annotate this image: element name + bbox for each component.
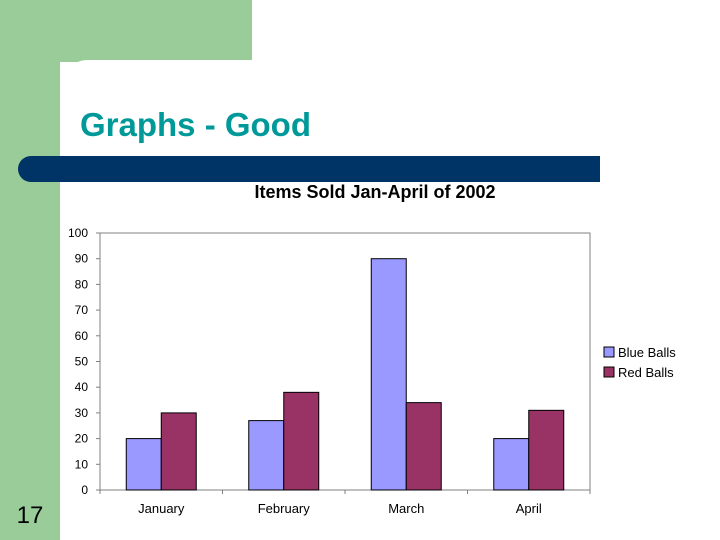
y-tick-label: 100 (68, 226, 88, 240)
x-tick-label: January (138, 501, 185, 516)
legend-label: Red Balls (618, 365, 674, 380)
y-tick-label: 90 (75, 252, 89, 266)
bar-blue-balls-february (248, 420, 285, 491)
y-tick-label: 80 (75, 277, 89, 291)
bar-red-balls-january (160, 412, 197, 491)
legend-swatch (603, 366, 615, 378)
x-tick-label: March (388, 501, 424, 516)
x-tick-label: April (516, 501, 542, 516)
bar-red-balls-march (405, 402, 442, 491)
bar-blue-balls-march (370, 258, 407, 491)
y-tick-label: 10 (75, 457, 89, 471)
y-tick-label: 60 (75, 329, 89, 343)
legend-box (598, 340, 718, 384)
title-underline-bar (18, 156, 600, 182)
x-tick-label: February (258, 501, 311, 516)
slide-number: 17 (16, 502, 44, 529)
bar-blue-balls-april (493, 438, 530, 491)
legend-label: Blue Balls (618, 345, 676, 360)
bar-red-balls-february (283, 391, 320, 491)
top-band (0, 0, 252, 62)
chart-title: Items Sold Jan-April of 2002 (254, 182, 495, 202)
y-tick-label: 40 (75, 380, 89, 394)
bar-blue-balls-january (125, 438, 162, 491)
y-tick-label: 50 (75, 355, 89, 369)
legend-swatch (603, 346, 615, 358)
sidebar-band (0, 0, 60, 540)
bar-red-balls-april (528, 409, 565, 491)
slide-title: Graphs - Good (80, 106, 311, 143)
y-tick-label: 0 (81, 483, 88, 497)
y-tick-label: 70 (75, 303, 89, 317)
legend: Blue Balls Red Balls (598, 340, 718, 384)
y-tick-label: 20 (75, 432, 89, 446)
y-tick-label: 30 (75, 406, 89, 420)
